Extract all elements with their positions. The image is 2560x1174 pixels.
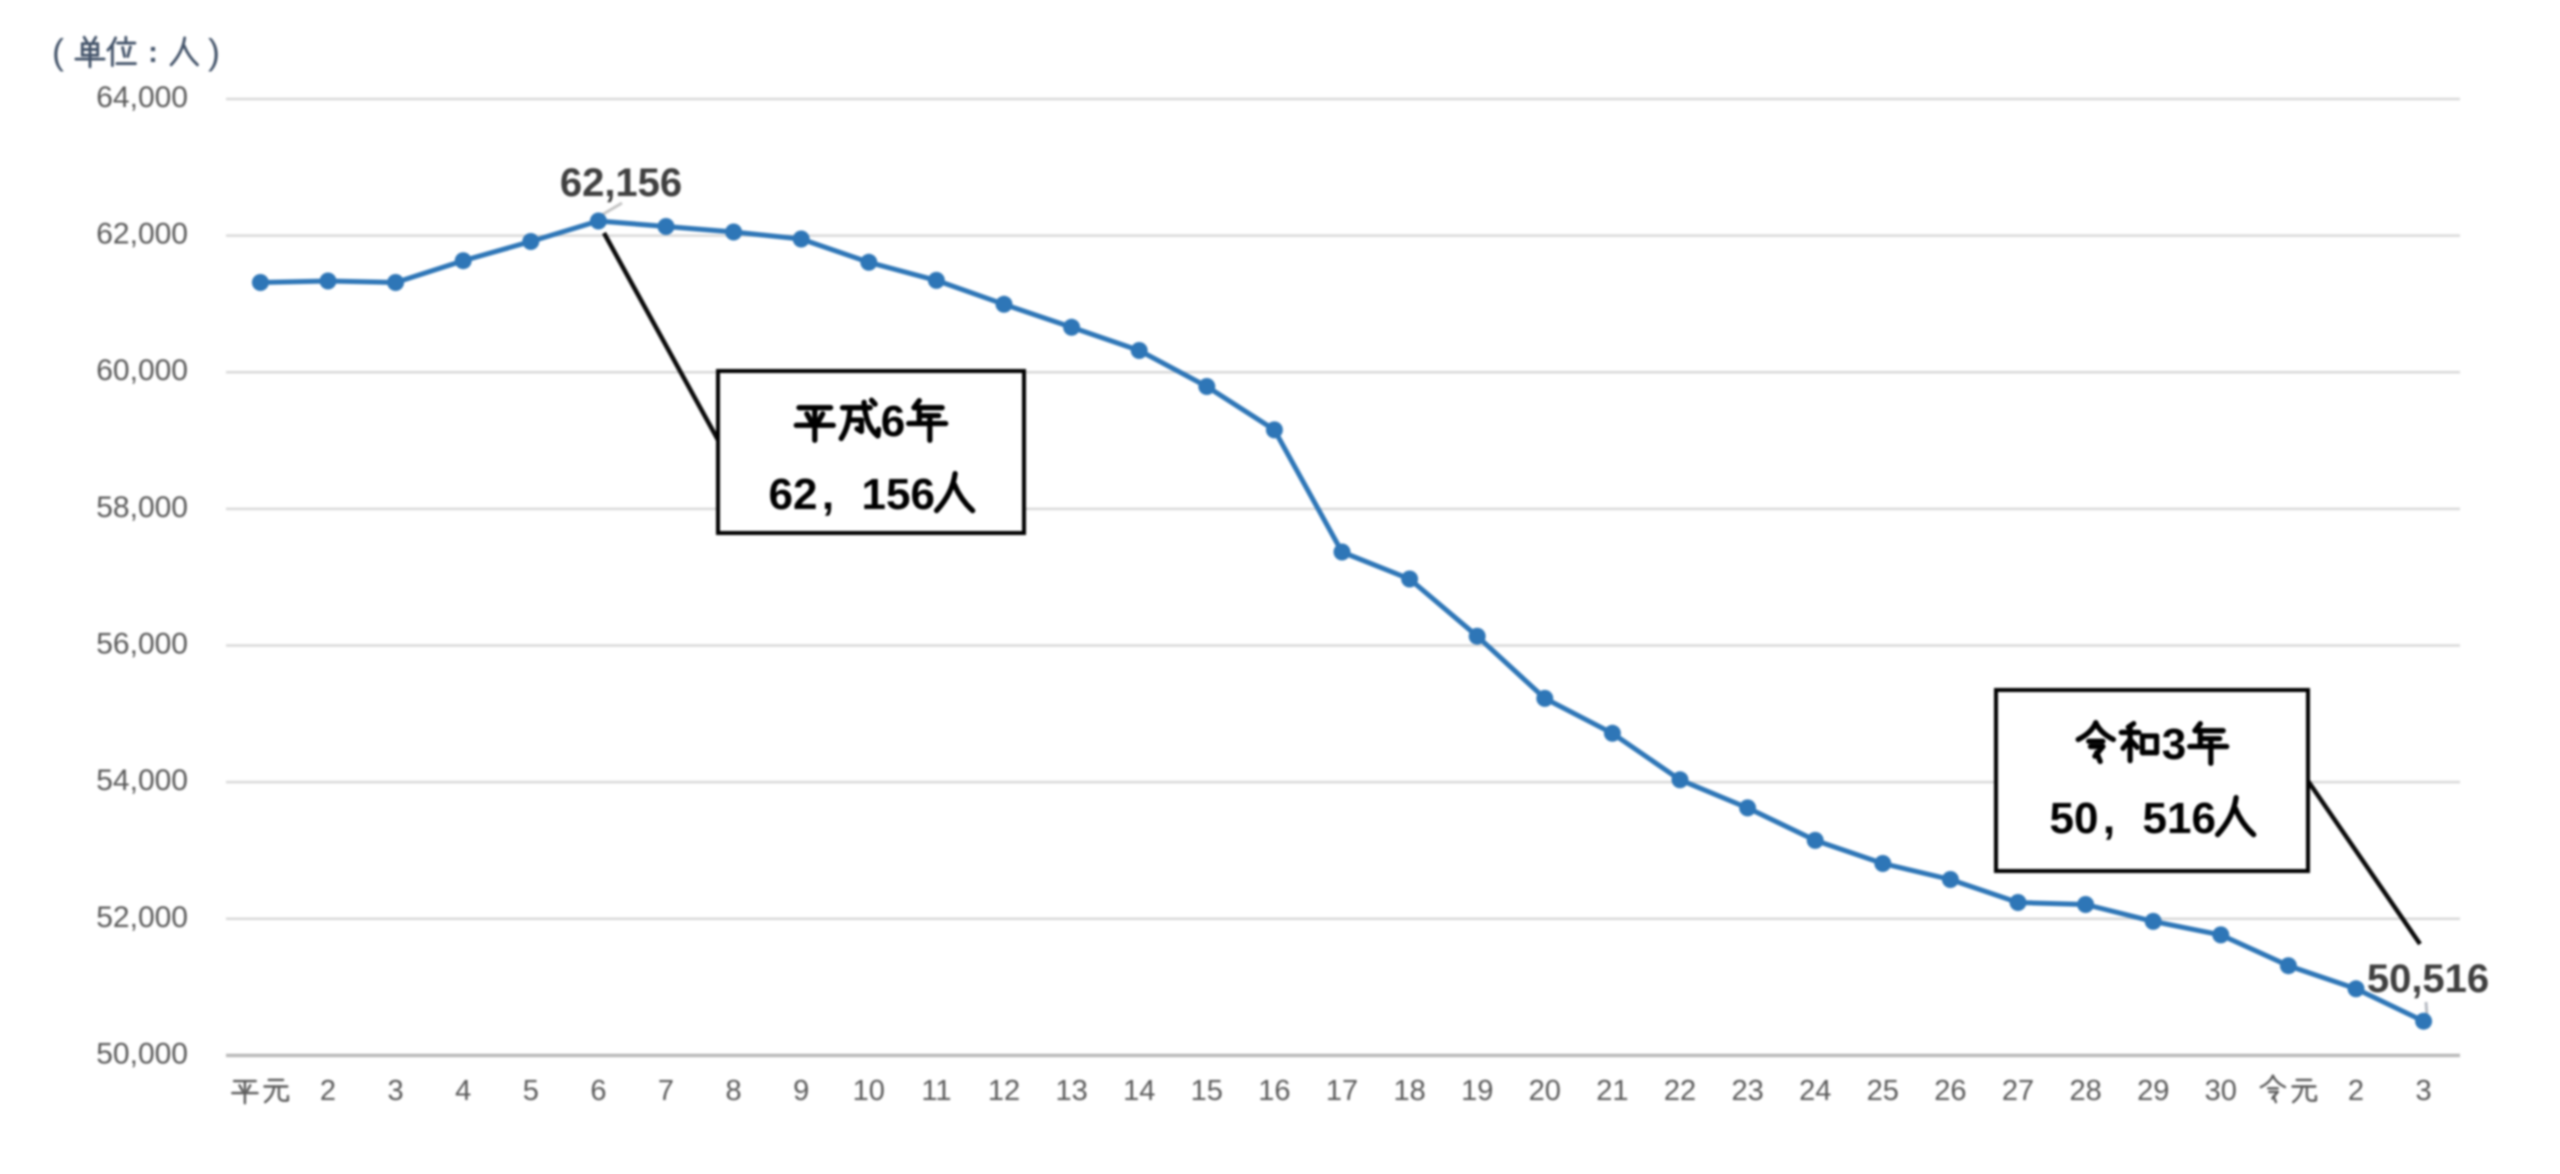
svg-text:3: 3	[2162, 720, 2186, 769]
svg-text:50: 50	[2050, 794, 2099, 843]
svg-text:9: 9	[793, 1075, 809, 1107]
svg-text:18: 18	[1393, 1075, 1425, 1107]
svg-text:20: 20	[1529, 1075, 1561, 1107]
svg-text:17: 17	[1326, 1075, 1358, 1107]
svg-text:62,156: 62,156	[560, 161, 682, 205]
svg-text:56,000: 56,000	[96, 628, 188, 661]
svg-text:2: 2	[320, 1075, 336, 1107]
svg-text:24: 24	[1799, 1075, 1831, 1107]
svg-text:5: 5	[523, 1075, 539, 1107]
svg-text:64,000: 64,000	[96, 81, 188, 114]
svg-text:3: 3	[388, 1075, 404, 1107]
svg-text:(: (	[52, 31, 64, 72]
svg-text:50,516: 50,516	[2367, 957, 2489, 1001]
svg-text:52,000: 52,000	[96, 901, 188, 934]
svg-text:2: 2	[2348, 1075, 2364, 1107]
svg-text:28: 28	[2069, 1075, 2101, 1107]
svg-text:10: 10	[853, 1075, 885, 1107]
svg-text:,: ,	[2103, 794, 2115, 843]
svg-text:25: 25	[1867, 1075, 1899, 1107]
svg-text:156: 156	[862, 470, 935, 519]
svg-text:27: 27	[2002, 1075, 2034, 1107]
svg-text:30: 30	[2205, 1075, 2237, 1107]
svg-text:,: ,	[822, 470, 834, 519]
svg-text:13: 13	[1055, 1075, 1087, 1107]
svg-text:16: 16	[1258, 1075, 1290, 1107]
svg-text:19: 19	[1461, 1075, 1493, 1107]
svg-text:60,000: 60,000	[96, 354, 188, 387]
svg-text:15: 15	[1191, 1075, 1223, 1107]
svg-text::: :	[148, 36, 158, 69]
svg-text:29: 29	[2137, 1075, 2169, 1107]
svg-text:12: 12	[988, 1075, 1020, 1107]
svg-text:11: 11	[921, 1075, 951, 1107]
svg-text:6: 6	[881, 397, 905, 446]
svg-text:58,000: 58,000	[96, 491, 188, 524]
svg-text:4: 4	[455, 1075, 471, 1107]
svg-text:62: 62	[769, 470, 818, 519]
svg-text:): )	[208, 31, 220, 72]
svg-text:26: 26	[1934, 1075, 1966, 1107]
svg-text:8: 8	[726, 1075, 742, 1107]
svg-text:62,000: 62,000	[96, 218, 188, 251]
svg-text:516: 516	[2143, 794, 2216, 843]
svg-text:50,000: 50,000	[96, 1037, 188, 1070]
svg-text:3: 3	[2416, 1075, 2432, 1107]
svg-text:14: 14	[1123, 1075, 1155, 1107]
svg-text:23: 23	[1731, 1075, 1763, 1107]
svg-text:21: 21	[1596, 1075, 1628, 1107]
svg-text:6: 6	[590, 1075, 606, 1107]
svg-text:54,000: 54,000	[96, 764, 188, 797]
svg-text:7: 7	[658, 1075, 674, 1107]
svg-text:22: 22	[1664, 1075, 1696, 1107]
